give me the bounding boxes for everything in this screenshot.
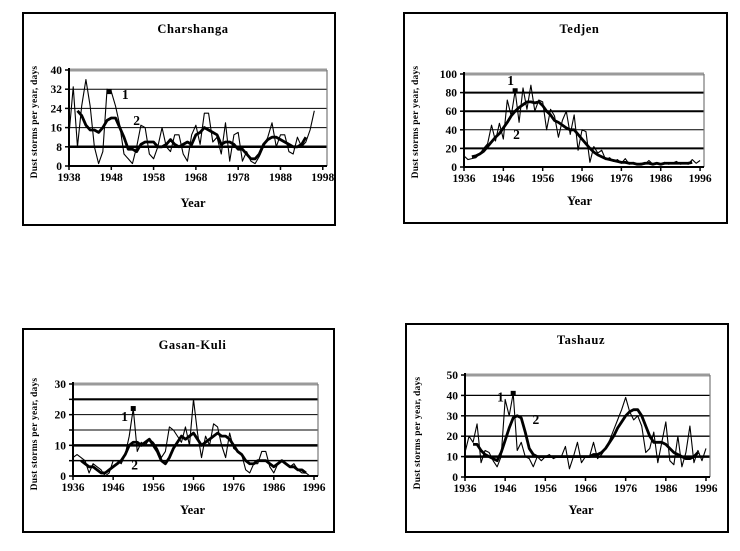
y-tick-label: 0 <box>56 161 62 173</box>
y-tick-label: 24 <box>51 103 63 115</box>
series-1-label: 1 <box>121 409 128 424</box>
plot-area-tashauz: 1936 1946 1956 1966 1976 1986 1996 0 10 20 30 40 50 1… <box>447 370 718 495</box>
x-tick-label: 1968 <box>184 172 207 184</box>
y-tick-label: 40 <box>447 390 459 402</box>
series-2-line <box>473 408 699 463</box>
x-tick-label: 1966 <box>182 482 205 494</box>
y-tick-label: 0 <box>451 162 457 174</box>
series-1-marker <box>106 89 112 95</box>
series-2-line <box>471 100 693 166</box>
series-1-line <box>72 398 314 477</box>
x-tick-label: 1956 <box>142 482 165 494</box>
series-2-label: 2 <box>532 412 539 427</box>
x-tick-label: 1996 <box>694 483 717 495</box>
x-tick-label: 1986 <box>262 482 285 494</box>
x-tick-label: 1936 <box>453 173 476 185</box>
y-tick-label: 8 <box>56 142 62 154</box>
y-tick-label: 40 <box>446 125 458 137</box>
chart-box-tedjen: Tedjen Dust storms per year, days 1936 19… <box>403 12 728 224</box>
x-tick-label: 1946 <box>102 482 125 494</box>
series-1-marker <box>512 88 518 94</box>
y-tick-label: 0 <box>60 471 66 483</box>
y-tick-label: 10 <box>447 452 459 464</box>
x-tick-label: 1938 <box>58 172 81 184</box>
x-tick-label: 1936 <box>62 482 85 494</box>
x-tick-label: 1976 <box>614 483 637 495</box>
x-tick-label: 1958 <box>142 172 165 184</box>
y-tick-label: 20 <box>447 431 459 443</box>
y-tick-label: 30 <box>447 411 459 423</box>
plot-area-tedjen: 1936 1946 1956 1966 1976 1986 1996 0 20 40 60 80 100… <box>440 69 712 185</box>
chart-title-tedjen: Tedjen <box>559 22 600 36</box>
x-tick-label: 1946 <box>492 173 515 185</box>
x-axis-label-tashauz: Year <box>568 503 594 517</box>
y-tick-label: 60 <box>446 106 458 118</box>
x-tick-label: 1976 <box>222 482 245 494</box>
x-axis-label-charshanga: Year <box>180 196 206 210</box>
x-axis-label-gasan-kuli: Year <box>180 503 205 517</box>
y-tick-label: 0 <box>452 472 458 484</box>
y-tick-label: 20 <box>446 143 458 155</box>
series-1-marker <box>130 406 136 412</box>
chart-box-gasan-kuli: Gasan-Kuli Dust storms per year, days 19… <box>22 328 335 533</box>
x-tick-label: 1978 <box>227 172 250 184</box>
x-tick-label: 1986 <box>649 173 672 185</box>
plot-area-charshanga: 1938 1948 1958 1968 1978 1988 1998 0 8 16 24 32 40 12 <box>51 65 335 184</box>
x-axis-label-tedjen: Year <box>567 194 592 208</box>
series-2-line <box>76 109 308 161</box>
series-1-label: 1 <box>497 390 504 405</box>
x-tick-label: 1996 <box>689 173 712 185</box>
plot-area-gasan-kuli: 1936 1946 1956 1966 1976 1986 1996 0 10 20 30 1 2 <box>55 379 326 494</box>
series-1-marker <box>510 390 516 396</box>
x-tick-label: 1956 <box>531 173 554 185</box>
x-tick-label: 1976 <box>610 173 633 185</box>
series-2-line <box>80 431 307 475</box>
y-tick-label: 50 <box>447 370 459 382</box>
x-tick-label: 1966 <box>574 483 597 495</box>
x-tick-label: 1946 <box>494 483 517 495</box>
series-1-line <box>463 84 701 165</box>
chart-title-tashauz: Tashauz <box>556 333 606 347</box>
x-tick-label: 1966 <box>571 173 594 185</box>
series-1-label: 1 <box>507 73 514 88</box>
x-tick-label: 1996 <box>302 482 325 494</box>
y-tick-label: 32 <box>51 84 63 96</box>
chart-title-gasan-kuli: Gasan-Kuli <box>158 338 227 352</box>
x-tick-label: 1998 <box>311 172 334 184</box>
series-2-label: 2 <box>513 127 520 142</box>
x-tick-label: 1948 <box>100 172 123 184</box>
x-tick-label: 1988 <box>269 172 292 184</box>
y-tick-label: 30 <box>55 379 67 391</box>
chart-box-tashauz: Tashauz Dust storms per year, days 1936 1… <box>405 323 729 533</box>
chart-box-charshanga: Charshanga Dust storms per year, days 19… <box>22 12 336 226</box>
series-2-label: 2 <box>131 457 138 472</box>
series-1-label: 1 <box>122 87 129 102</box>
y-tick-label: 20 <box>55 410 67 422</box>
x-tick-label: 1956 <box>534 483 557 495</box>
series-2-label: 2 <box>133 113 140 128</box>
y-tick-label: 16 <box>51 123 63 135</box>
y-tick-label: 100 <box>440 69 458 81</box>
x-tick-label: 1986 <box>654 483 677 495</box>
y-tick-label: 80 <box>446 88 458 100</box>
y-tick-label: 40 <box>51 65 63 77</box>
x-tick-label: 1936 <box>454 483 477 495</box>
chart-title-charshanga: Charshanga <box>157 22 229 36</box>
y-tick-label: 10 <box>55 440 67 452</box>
